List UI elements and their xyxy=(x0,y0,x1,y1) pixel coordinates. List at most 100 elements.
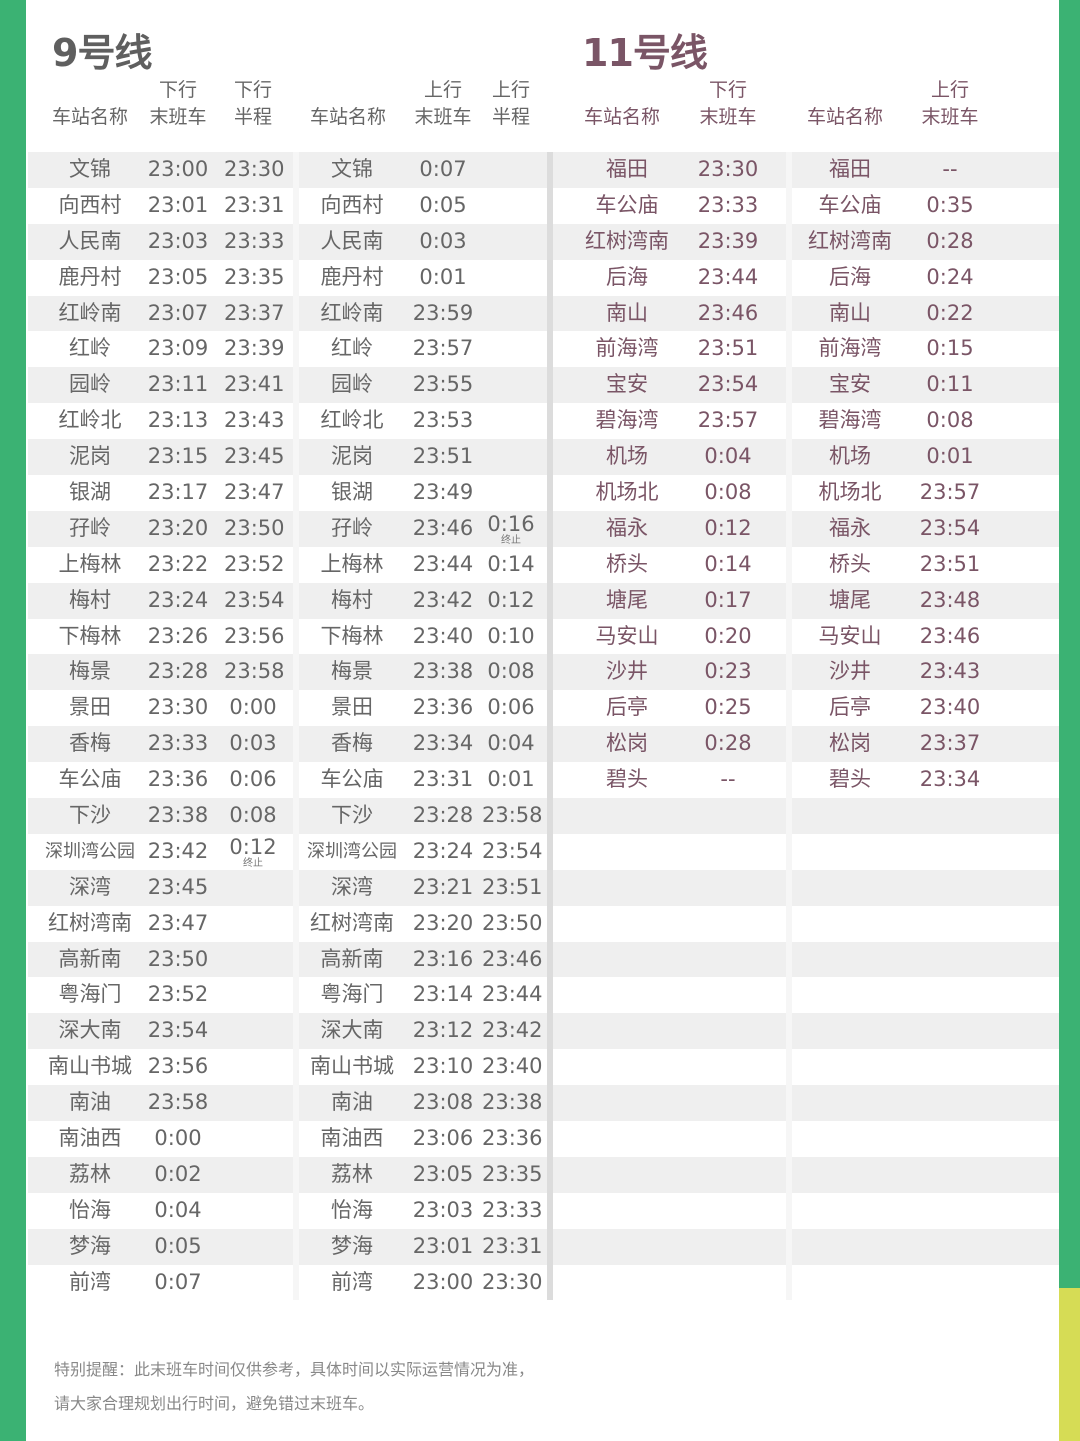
station-name: 鹿丹村 xyxy=(320,264,384,289)
station-name: 泥岗 xyxy=(331,444,373,469)
station-name: 南油西 xyxy=(320,1126,384,1151)
last-train-time: 0:02 xyxy=(154,1161,202,1186)
last-train-time: 23:22 xyxy=(147,551,209,576)
station-name: 深圳湾公园 xyxy=(45,840,135,862)
station-name: 沙井 xyxy=(829,659,871,684)
station-name: 梅景 xyxy=(69,659,111,684)
last-train-time: 23:08 xyxy=(412,1090,474,1115)
table-row: 后亭 0:25 xyxy=(553,690,786,726)
half-route-time: 23:58 xyxy=(482,803,543,828)
half-route-time: 23:58 xyxy=(224,659,285,684)
half-route-time: 23:41 xyxy=(224,372,285,397)
last-train-time: 23:00 xyxy=(412,1269,474,1294)
last-train-time: 0:05 xyxy=(154,1233,202,1258)
table-row xyxy=(553,869,786,906)
last-train-time: 23:47 xyxy=(147,910,209,935)
table-row: 南油西 0:00 xyxy=(28,1121,293,1157)
station-name: 松岗 xyxy=(829,731,871,756)
table-row: 福田 -- xyxy=(792,152,1059,188)
table-row: 南油 23:08 23:38 xyxy=(299,1085,547,1122)
last-train-time: 23:56 xyxy=(147,1054,209,1079)
half-route-time: 23:51 xyxy=(482,874,543,899)
last-train-time: 23:07 xyxy=(147,300,209,325)
station-name: 宝安 xyxy=(606,372,648,397)
table-row: 马安山 23:46 xyxy=(792,619,1059,655)
header-bottom: 末班车 xyxy=(699,106,757,128)
station-name: 机场北 xyxy=(818,480,882,505)
table-row: 红树湾南 23:39 xyxy=(553,223,786,260)
last-train-time: 0:14 xyxy=(704,551,752,576)
station-name: 福田 xyxy=(829,157,871,181)
half-route-time xyxy=(224,1229,282,1265)
table-row: 景田 23:36 0:06 xyxy=(299,690,547,726)
table-row: 梦海 23:01 23:31 xyxy=(299,1228,547,1265)
half-route-time: 23:35 xyxy=(482,1161,543,1186)
half-route-time xyxy=(224,1157,282,1193)
last-train-time: 23:44 xyxy=(412,551,474,576)
last-train-time: 0:01 xyxy=(419,264,467,289)
table-row: 福田 23:30 xyxy=(553,152,786,188)
last-train-time: 23:46 xyxy=(919,623,981,648)
last-train-time: 23:11 xyxy=(147,372,209,397)
header-bottom: 末班车 xyxy=(149,106,207,128)
table-row: 碧头 23:34 xyxy=(792,762,1059,798)
station-name: 沙井 xyxy=(606,659,648,684)
station-name: 孖岭 xyxy=(331,515,373,540)
line9-up-half-header: 上行 半程 xyxy=(486,77,536,131)
table-row xyxy=(553,1228,786,1265)
table-row: 银湖 23:49 xyxy=(299,475,547,511)
table-row xyxy=(553,1049,786,1085)
half-route-time xyxy=(224,1085,282,1121)
table-row xyxy=(792,869,1059,906)
station-name: 深湾 xyxy=(69,874,111,899)
last-train-time: 23:58 xyxy=(147,1090,209,1115)
station-name: 碧海湾 xyxy=(818,408,882,433)
table-row xyxy=(792,1156,1059,1193)
terminate-note: 终止 xyxy=(501,534,521,546)
last-train-time: 0:17 xyxy=(704,587,752,612)
table-row: 机场 0:04 xyxy=(553,439,786,476)
station-name: 机场北 xyxy=(595,480,659,505)
table-row xyxy=(792,906,1059,942)
table-row: 南油 23:58 xyxy=(28,1085,293,1122)
station-name: 深大南 xyxy=(320,1018,384,1043)
station-name: 怡海 xyxy=(331,1197,373,1222)
table-row: 银湖 23:17 23:47 xyxy=(28,475,293,511)
last-train-time: 0:24 xyxy=(926,264,974,289)
last-train-time: 23:16 xyxy=(412,946,474,971)
station-name: 香梅 xyxy=(331,731,373,756)
table-row: 高新南 23:50 xyxy=(28,941,293,978)
line9-up-station-header: 车站名称 xyxy=(310,106,387,128)
station-name: 碧头 xyxy=(829,767,871,792)
table-row: 后海 0:24 xyxy=(792,260,1059,296)
half-route-time: 0:10 xyxy=(487,623,535,648)
station-name: 高新南 xyxy=(58,946,122,971)
line9-up-last-header: 上行 末班车 xyxy=(411,77,475,131)
table-row: 景田 23:30 0:00 xyxy=(28,690,293,726)
station-name: 孖岭 xyxy=(69,515,111,540)
half-route-time: 0:12 xyxy=(229,834,277,859)
table-row: 前湾 0:07 xyxy=(28,1265,293,1301)
last-train-time: 23:49 xyxy=(412,480,474,505)
table-row: 宝安 23:54 xyxy=(553,367,786,404)
table-row xyxy=(553,798,786,834)
footer-notice-line1: 特别提醒：此末班车时间仅供参考，具体时间以实际运营情况为准， xyxy=(54,1360,535,1379)
last-train-time: 0:35 xyxy=(926,192,974,217)
station-name: 粤海门 xyxy=(58,982,122,1007)
footer-notice-line2: 请大家合理规划出行时间，避免错过末班车。 xyxy=(54,1394,375,1413)
half-route-time: 23:31 xyxy=(482,1233,543,1258)
table-row: 碧头 -- xyxy=(553,762,786,798)
last-train-time: 23:13 xyxy=(147,408,209,433)
station-name: 香梅 xyxy=(69,731,111,756)
station-name: 人民南 xyxy=(320,228,384,253)
last-train-time: 0:01 xyxy=(926,444,974,469)
half-route-time: 23:50 xyxy=(482,910,543,935)
column-divider xyxy=(786,152,792,1300)
table-row: 香梅 23:33 0:03 xyxy=(28,726,293,763)
table-row: 孖岭 23:20 23:50 xyxy=(28,510,293,547)
table-row: 红岭北 23:53 xyxy=(299,403,547,439)
station-name: 文锦 xyxy=(331,157,373,181)
table-row: 粤海门 23:52 xyxy=(28,977,293,1013)
last-train-time: 23:42 xyxy=(412,587,474,612)
table-row: 车公庙 0:35 xyxy=(792,188,1059,224)
